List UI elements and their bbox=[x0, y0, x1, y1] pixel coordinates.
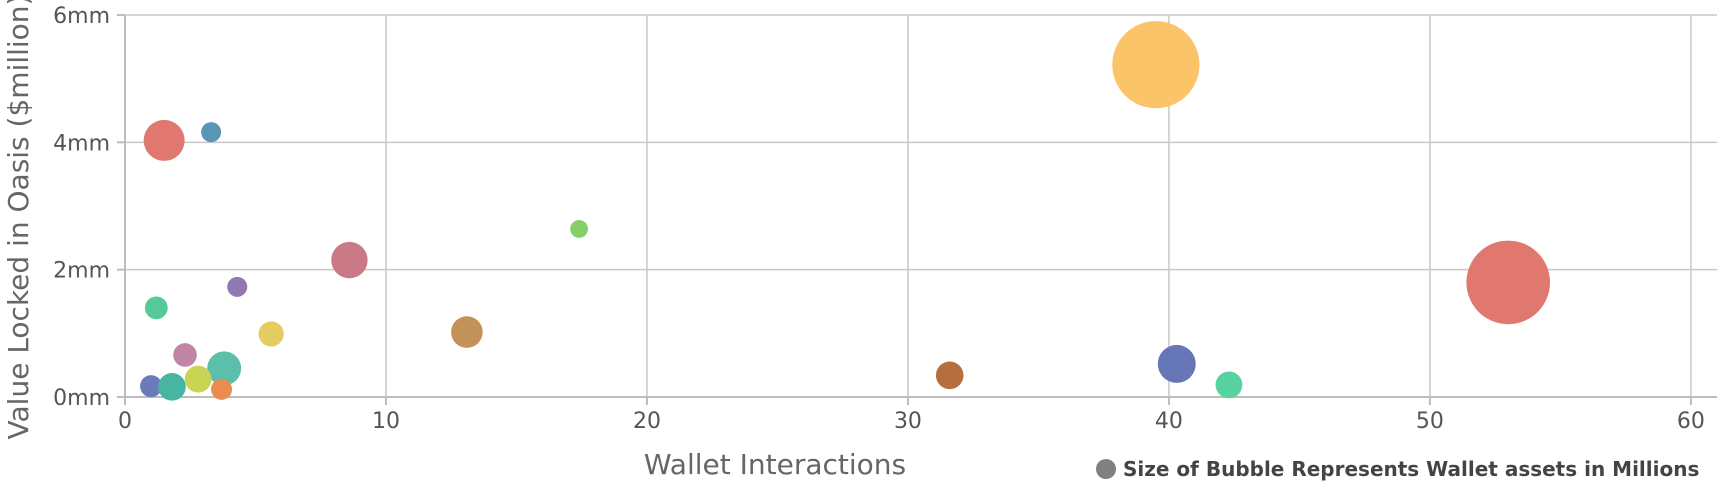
x-axis-ticks: 0 10 20 30 40 50 60 bbox=[118, 409, 1705, 434]
grid bbox=[125, 14, 1717, 397]
x-tick-label: 50 bbox=[1416, 409, 1444, 434]
y-tick-label: 2mm bbox=[53, 259, 110, 284]
bubble-point[interactable] bbox=[227, 276, 248, 297]
bubble-point[interactable] bbox=[143, 119, 185, 161]
bubble-point[interactable] bbox=[1466, 240, 1551, 325]
legend-marker bbox=[1096, 459, 1116, 479]
axes bbox=[117, 14, 1717, 405]
bubble-point[interactable] bbox=[211, 378, 233, 400]
bubble-point[interactable] bbox=[173, 343, 197, 367]
y-tick-label: 6mm bbox=[53, 4, 110, 29]
bubble-point[interactable] bbox=[1215, 371, 1243, 399]
x-tick-label: 10 bbox=[372, 409, 400, 434]
bubble-point[interactable] bbox=[331, 241, 368, 279]
y-axis-ticks: 0mm 2mm 4mm 6mm bbox=[53, 4, 110, 411]
bubble-point[interactable] bbox=[570, 220, 589, 238]
bubble-point[interactable] bbox=[207, 351, 242, 386]
y-tick-label: 0mm bbox=[53, 386, 110, 411]
y-tick-label: 4mm bbox=[53, 131, 110, 156]
x-tick-label: 20 bbox=[633, 409, 661, 434]
x-tick-label: 30 bbox=[894, 409, 922, 434]
bubble-point[interactable] bbox=[258, 321, 284, 347]
legend: Size of Bubble Represents Wallet assets … bbox=[1096, 457, 1699, 481]
y-axis-title: Value Locked in Oasis ($million) bbox=[2, 0, 35, 439]
bubble-point[interactable] bbox=[158, 373, 186, 401]
bubble-point[interactable] bbox=[1157, 344, 1196, 383]
bubble-point[interactable] bbox=[935, 361, 964, 390]
bubble-point[interactable] bbox=[144, 296, 168, 320]
bubbles bbox=[140, 21, 1551, 401]
x-axis-title: Wallet Interactions bbox=[644, 448, 906, 481]
bubble-point[interactable] bbox=[1112, 21, 1200, 109]
legend-label: Size of Bubble Represents Wallet assets … bbox=[1123, 457, 1699, 481]
bubble-point[interactable] bbox=[451, 316, 483, 348]
x-tick-label: 0 bbox=[118, 409, 132, 434]
bubble-point[interactable] bbox=[184, 365, 212, 393]
x-tick-label: 60 bbox=[1677, 409, 1705, 434]
bubble-point[interactable] bbox=[201, 122, 222, 143]
bubble-point[interactable] bbox=[140, 375, 163, 398]
x-tick-label: 40 bbox=[1155, 409, 1183, 434]
